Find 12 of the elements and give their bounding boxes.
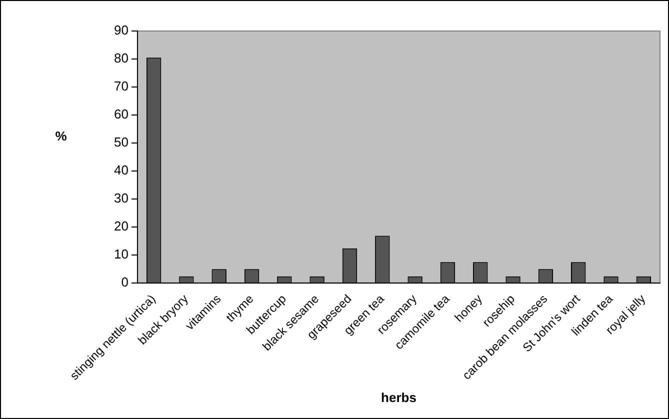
y-axis-title: %	[55, 128, 68, 144]
y-tick-label: 0	[121, 274, 128, 290]
y-tick-label: 30	[114, 190, 128, 206]
y-tick-label: 60	[114, 106, 128, 122]
y-tick-label: 80	[114, 50, 128, 66]
y-tick-label: 70	[114, 78, 128, 94]
y-tick-label: 10	[114, 246, 128, 262]
x-axis-title: herbs	[381, 390, 416, 405]
y-tick-label: 20	[114, 218, 128, 234]
y-tick-label: 90	[114, 22, 128, 38]
y-tick-label: 40	[114, 162, 128, 178]
y-tick-label: 50	[114, 134, 128, 150]
